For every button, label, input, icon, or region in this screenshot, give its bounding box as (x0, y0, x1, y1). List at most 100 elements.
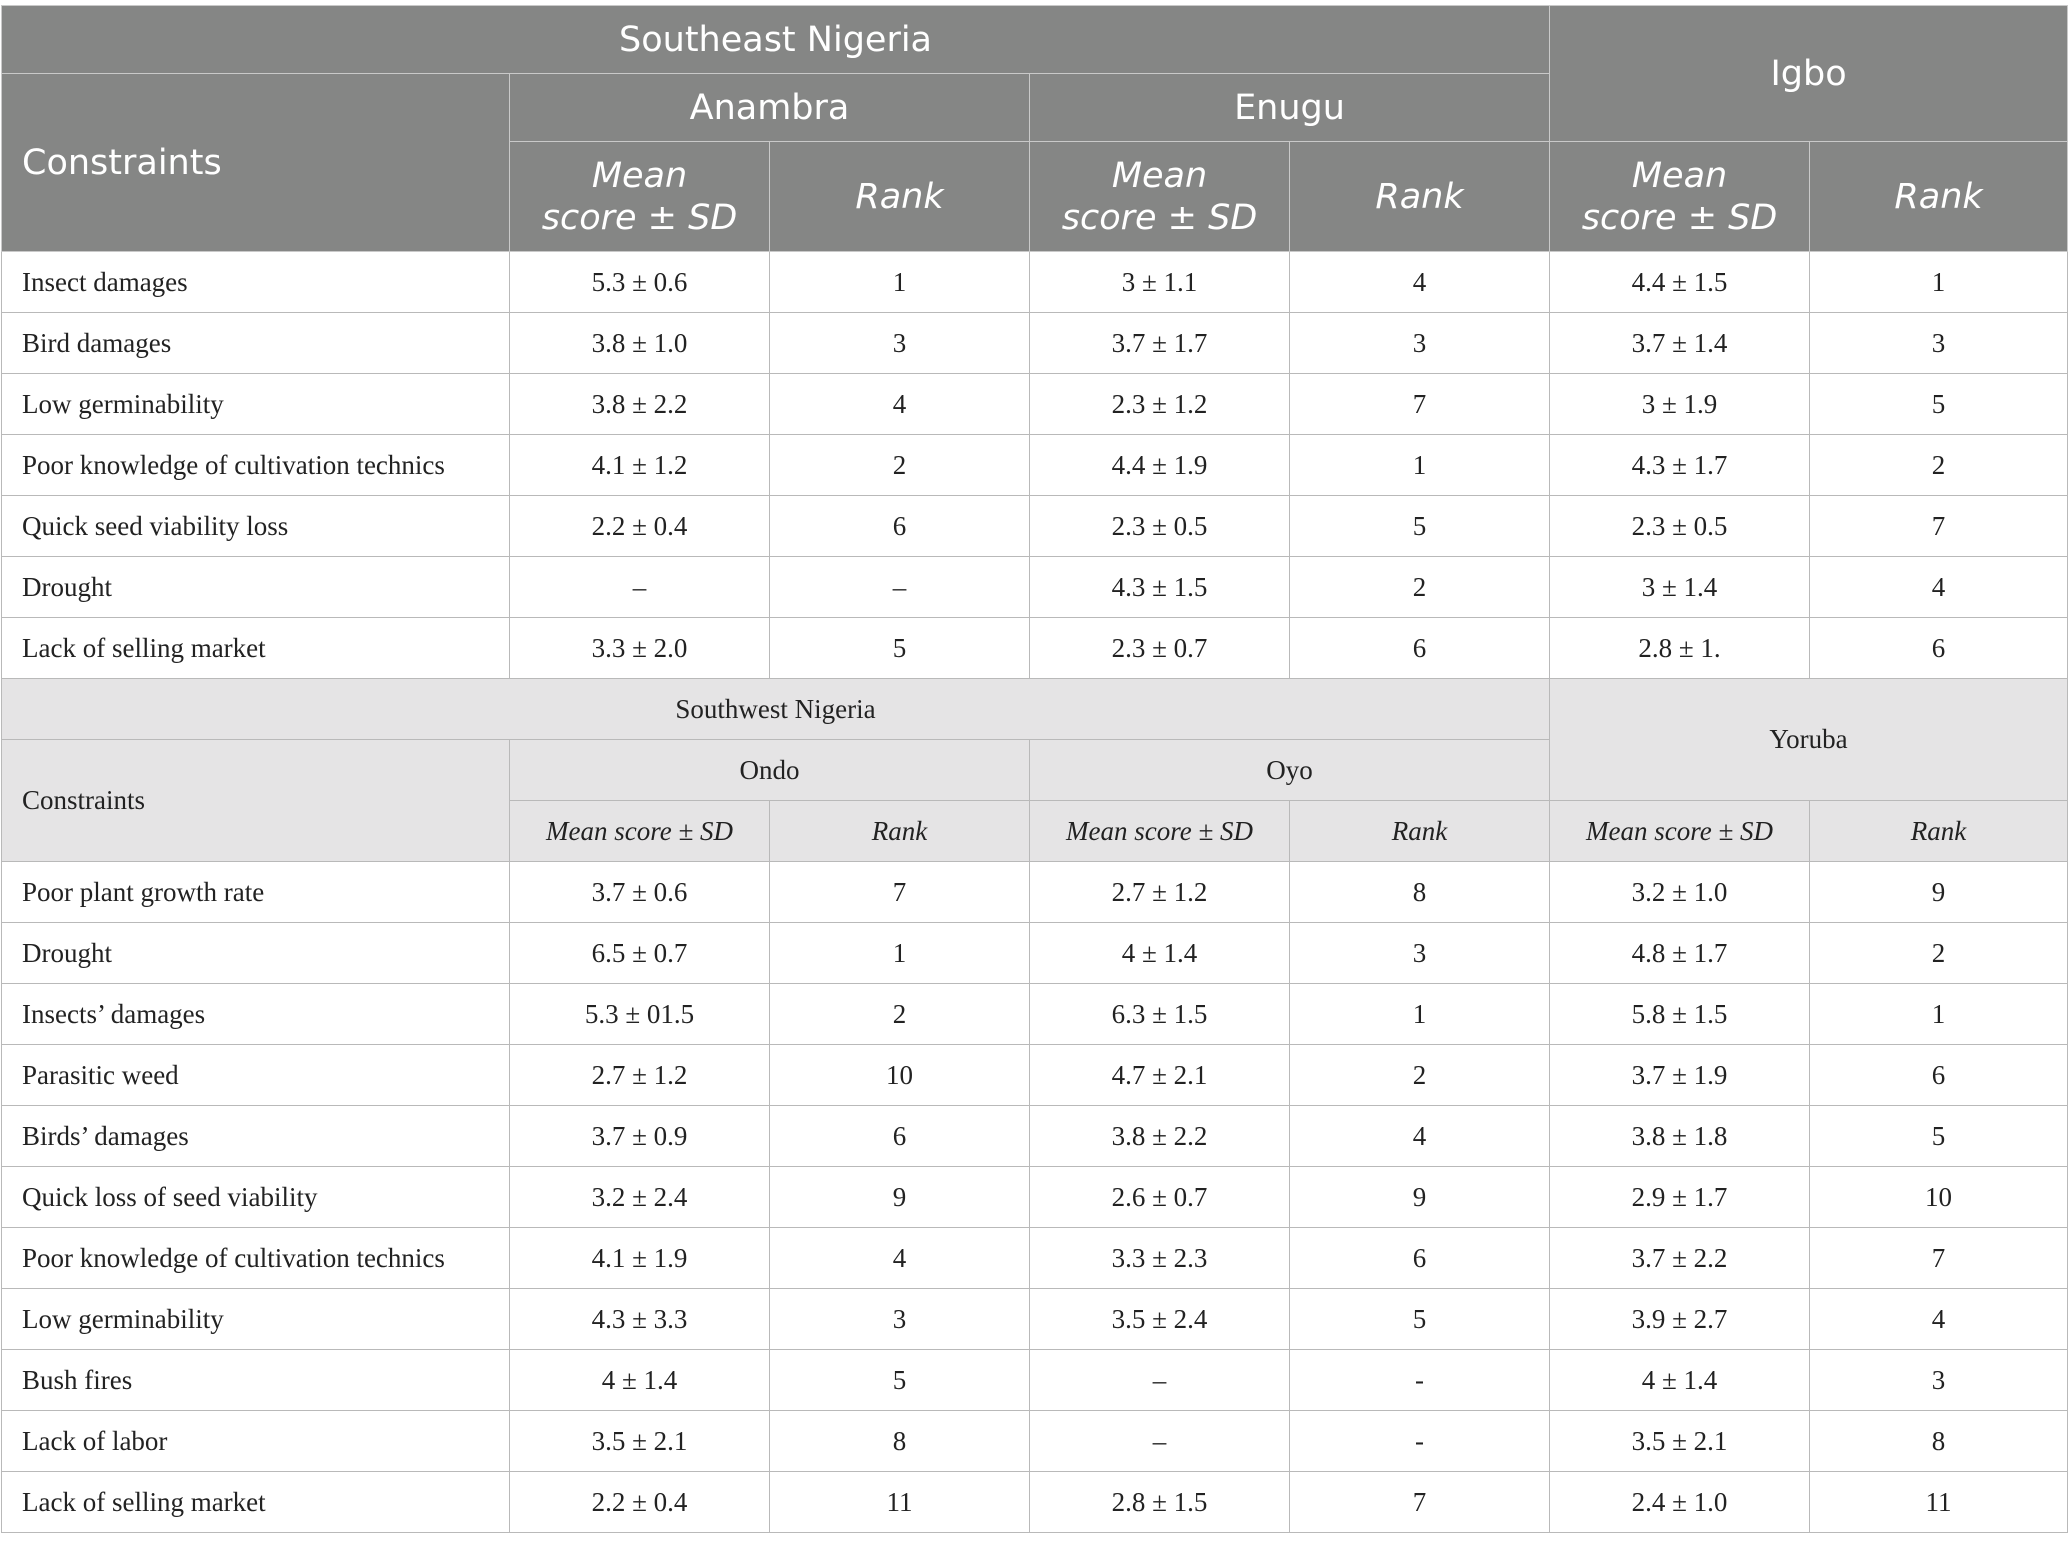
state2-mean-cell: 3 ± 1.1 (1029, 251, 1290, 313)
state2-rank-cell: 5 (1288, 1288, 1551, 1350)
table-row: Lack of selling market 3.3 ± 2.0 5 2.3 ± 0.… (1, 617, 2068, 679)
state2-rank-cell: 7 (1288, 373, 1551, 435)
state1-mean-cell: 4 ± 1.4 (509, 1349, 770, 1411)
state2-mean-cell: – (1029, 1349, 1290, 1411)
state2-rank-cell: 3 (1288, 312, 1551, 374)
enugu-heading: Enugu (1028, 73, 1551, 142)
group-rank-cell: 2 (1809, 434, 2068, 496)
state2-rank-cell: 6 (1288, 1227, 1551, 1289)
constraint-cell: Lack of labor (1, 1410, 510, 1472)
group-rank-cell: 4 (1809, 556, 2068, 618)
state1-mean-cell: 5.3 ± 0.6 (509, 251, 770, 313)
group-mean-cell: 4.8 ± 1.7 (1549, 922, 1811, 984)
southwest-header: Southwest Nigeria Yoruba Constraints Ond… (0, 678, 2068, 862)
state1-mean-cell: 3.7 ± 0.6 (509, 861, 770, 923)
yoruba-mean-heading: Mean score ± SD (1549, 800, 1811, 862)
constraint-cell: Drought (1, 922, 510, 984)
state2-rank-cell: 4 (1288, 251, 1551, 313)
state2-rank-cell: 1 (1288, 434, 1551, 496)
state2-rank-cell: 8 (1288, 861, 1551, 923)
state2-mean-cell: 4.7 ± 2.1 (1029, 1044, 1290, 1106)
state2-mean-cell: 2.8 ± 1.5 (1029, 1471, 1290, 1533)
state1-mean-cell: 3.3 ± 2.0 (509, 617, 770, 679)
group-mean-cell: 3.2 ± 1.0 (1549, 861, 1811, 923)
state2-mean-cell: 2.7 ± 1.2 (1029, 861, 1290, 923)
group-rank-cell: 4 (1809, 1288, 2068, 1350)
table-row: Drought – –4.3 ± 1.5 2 3 ± 1.4 4 (1, 556, 2068, 618)
state1-rank-cell: 9 (769, 1166, 1030, 1228)
group-mean-cell: 3.7 ± 2.2 (1549, 1227, 1811, 1289)
constraint-cell: Drought (1, 556, 510, 618)
table-row: Poor knowledge of cultivation technics 4.… (1, 1227, 2068, 1289)
state1-rank-cell: 3 (769, 312, 1030, 374)
state1-rank-cell: – (769, 556, 1030, 618)
state2-mean-cell: 2.3 ± 0.5 (1029, 495, 1290, 557)
group-rank-cell: 9 (1809, 861, 2068, 923)
state2-rank-cell: 2 (1288, 1044, 1551, 1106)
group-rank-cell: 7 (1809, 1227, 2068, 1289)
constraint-cell: Lack of selling market (1, 1471, 510, 1533)
state1-mean-cell: 4.3 ± 3.3 (509, 1288, 770, 1350)
state1-rank-cell: 5 (769, 1349, 1030, 1411)
table-row: Low germinability 3.8 ± 2.2 4 2.3 ± 1.2 7 3 ±… (1, 373, 2068, 435)
table-row: Insect damages 5.3 ± 0.6 1 3 ± 1.1 4 4.4 ± 1.… (1, 251, 2068, 313)
constraint-cell: Birds’ damages (1, 1105, 510, 1167)
oyo-rank-heading: Rank (1288, 800, 1551, 862)
table-row: Bush fires 4 ± 1.4 5– -4 ± 1.4 3 (1, 1349, 2068, 1411)
table-row: Poor knowledge of cultivation technics 4.… (1, 434, 2068, 496)
ondo-rank-heading: Rank (769, 800, 1030, 862)
group-mean-cell: 3.7 ± 1.9 (1549, 1044, 1811, 1106)
state1-rank-cell: 7 (769, 861, 1030, 923)
anambra-mean-heading: Mean score ± SD (509, 141, 770, 252)
state1-rank-cell: 5 (769, 617, 1030, 679)
state1-mean-cell: 3.7 ± 0.9 (509, 1105, 770, 1167)
group-mean-cell: 2.9 ± 1.7 (1549, 1166, 1811, 1228)
yoruba-heading: Yoruba (1549, 678, 2068, 801)
igbo-heading: Igbo (1549, 5, 2068, 142)
state1-mean-cell: 3.5 ± 2.1 (509, 1410, 770, 1472)
state2-mean-cell: 2.3 ± 0.7 (1029, 617, 1290, 679)
state2-mean-cell: 2.3 ± 1.2 (1029, 373, 1290, 435)
table-row: Bird damages 3.8 ± 1.0 3 3.7 ± 1.7 3 3.7 ± 1.… (1, 312, 2068, 374)
state2-rank-cell: 7 (1288, 1471, 1551, 1533)
state1-mean-cell: 3.8 ± 1.0 (509, 312, 770, 374)
constraint-cell: Poor knowledge of cultivation technics (1, 434, 510, 496)
table-row: Poor plant growth rate 3.7 ± 0.6 7 2.7 ± 1.… (1, 861, 2068, 923)
constraint-cell: Insects’ damages (1, 983, 510, 1045)
state2-rank-cell: 5 (1288, 495, 1551, 557)
anambra-heading: Anambra (509, 73, 1030, 142)
state2-mean-cell: – (1029, 1410, 1290, 1472)
group-rank-cell: 10 (1809, 1166, 2068, 1228)
constraint-cell: Poor plant growth rate (1, 861, 510, 923)
group-mean-cell: 2.3 ± 0.5 (1549, 495, 1811, 557)
group-rank-cell: 6 (1809, 617, 2068, 679)
enugu-rank-heading: Rank (1288, 141, 1551, 252)
table-row: Lack of selling market 2.2 ± 0.4 11 2.8 ± 1… (1, 1471, 2068, 1533)
state2-mean-cell: 4.3 ± 1.5 (1029, 556, 1290, 618)
state2-rank-cell: 9 (1288, 1166, 1551, 1228)
state2-mean-cell: 3.8 ± 2.2 (1029, 1105, 1290, 1167)
state2-mean-cell: 3.3 ± 2.3 (1029, 1227, 1290, 1289)
state2-mean-cell: 6.3 ± 1.5 (1029, 983, 1290, 1045)
state1-rank-cell: 6 (769, 495, 1030, 557)
state2-rank-cell: 2 (1288, 556, 1551, 618)
constraint-cell: Insect damages (1, 251, 510, 313)
constraint-cell: Low germinability (1, 1288, 510, 1350)
state1-mean-cell: 4.1 ± 1.9 (509, 1227, 770, 1289)
state1-rank-cell: 2 (769, 983, 1030, 1045)
southwest-constraints-heading: Constraints (1, 739, 510, 862)
group-rank-cell: 5 (1809, 1105, 2068, 1167)
group-mean-cell: 3.5 ± 2.1 (1549, 1410, 1811, 1472)
constraint-cell: Quick seed viability loss (1, 495, 510, 557)
state2-rank-cell: 3 (1288, 922, 1551, 984)
table-row: Low germinability 4.3 ± 3.3 3 3.5 ± 2.4 5 3.9… (1, 1288, 2068, 1350)
constraint-cell: Quick loss of seed viability (1, 1166, 510, 1228)
state1-mean-cell: 4.1 ± 1.2 (509, 434, 770, 496)
table-row: Drought 6.5 ± 0.7 1 4 ± 1.4 3 4.8 ± 1.7 2 (1, 922, 2068, 984)
state1-rank-cell: 6 (769, 1105, 1030, 1167)
ondo-heading: Ondo (509, 739, 1030, 801)
state2-rank-cell: 1 (1288, 983, 1551, 1045)
group-mean-cell: 3.9 ± 2.7 (1549, 1288, 1811, 1350)
group-rank-cell: 3 (1809, 312, 2068, 374)
group-rank-cell: 1 (1809, 983, 2068, 1045)
